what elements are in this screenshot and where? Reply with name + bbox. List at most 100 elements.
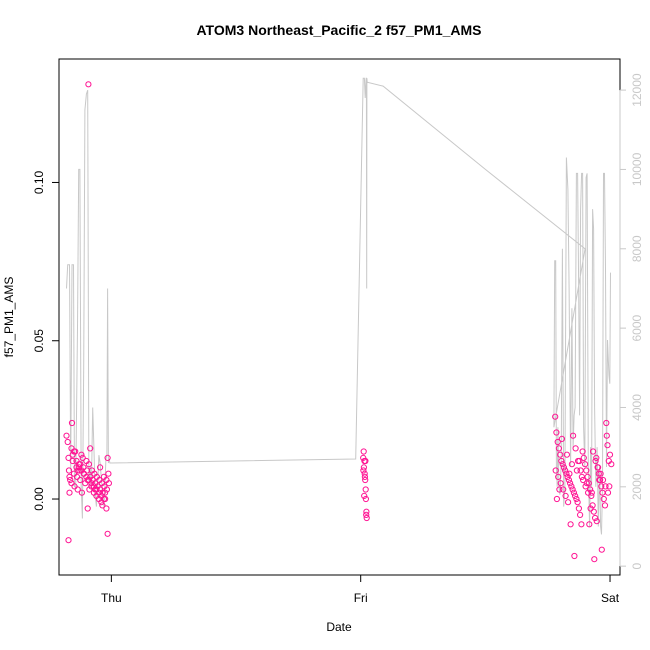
data-point	[567, 521, 574, 528]
data-point	[573, 467, 581, 474]
data-point	[102, 489, 109, 496]
data-point	[598, 546, 605, 553]
data-point	[360, 448, 367, 455]
y-axis: 0.00 0.05 0.10	[32, 170, 60, 511]
data-point	[598, 483, 605, 490]
data-point	[580, 454, 587, 461]
x-axis-label: Date	[326, 620, 352, 634]
y-axis-label: f57_PM1_AMS	[2, 277, 16, 358]
data-point	[68, 480, 75, 487]
plot-frame	[58, 58, 621, 576]
data-point	[562, 492, 569, 499]
data-point	[66, 473, 73, 480]
data-point	[592, 514, 599, 522]
data-point	[105, 480, 113, 487]
data-point	[361, 492, 368, 499]
data-point	[568, 461, 576, 468]
data-point	[65, 454, 72, 461]
data-point	[575, 505, 583, 512]
data-point	[560, 486, 567, 493]
data-point	[590, 508, 597, 515]
data-point	[583, 480, 590, 487]
x-tick-label: Fri	[354, 591, 368, 605]
data-point	[600, 495, 607, 503]
data-point	[583, 467, 590, 474]
data-point	[77, 476, 84, 484]
data-point	[585, 480, 592, 487]
data-point	[92, 486, 99, 493]
data-point	[577, 467, 584, 474]
data-point	[104, 530, 111, 537]
data-point	[592, 457, 599, 465]
data-point	[588, 492, 595, 499]
data-point	[556, 486, 563, 493]
data-point	[573, 495, 580, 503]
data-point	[362, 486, 369, 493]
data-point	[571, 552, 578, 560]
data-point	[604, 489, 612, 496]
data-point	[606, 483, 613, 490]
data-point	[554, 438, 561, 446]
data-point	[601, 502, 609, 509]
data-point	[73, 473, 81, 480]
x-tick-label: Thu	[101, 591, 122, 605]
data-point	[100, 495, 108, 503]
points-series	[63, 81, 615, 563]
secondary-y-tick-label: 4000	[630, 394, 644, 421]
data-point	[582, 483, 589, 490]
data-point	[572, 492, 579, 499]
data-point	[564, 473, 571, 480]
data-point	[363, 508, 370, 515]
data-point	[603, 419, 610, 427]
data-point	[362, 495, 369, 503]
data-point	[587, 486, 594, 493]
data-point	[595, 464, 602, 471]
data-point	[596, 476, 603, 484]
data-point	[70, 448, 78, 455]
data-point	[566, 470, 573, 477]
data-point	[86, 486, 93, 493]
data-point	[589, 502, 596, 509]
data-point	[593, 454, 600, 461]
secondary-line-series	[66, 77, 611, 535]
data-point	[563, 451, 571, 458]
secondary-y-axis: 0 2000 4000 6000 8000 10000 12000	[619, 73, 644, 569]
data-point	[555, 473, 562, 480]
x-tick-label: Sat	[601, 591, 620, 605]
data-point	[85, 81, 92, 88]
y-tick-label: 0.05	[32, 329, 46, 353]
data-point	[97, 464, 104, 471]
data-point	[593, 518, 600, 525]
data-point	[362, 457, 369, 465]
data-point	[570, 489, 578, 496]
data-point	[360, 464, 367, 471]
data-point	[590, 448, 597, 455]
data-point	[80, 464, 87, 471]
data-point	[73, 457, 80, 465]
data-point	[577, 511, 584, 519]
data-point	[579, 448, 586, 455]
secondary-y-tick-label: 10000	[630, 152, 644, 186]
data-point	[103, 486, 111, 493]
data-point	[65, 537, 72, 544]
data-point	[360, 467, 367, 474]
data-point	[99, 489, 106, 496]
data-point	[361, 470, 368, 477]
secondary-y-tick-label: 0	[630, 562, 644, 569]
data-point	[569, 486, 576, 493]
data-point	[68, 419, 76, 427]
y-tick-label: 0.00	[32, 487, 46, 511]
data-point	[87, 445, 94, 452]
data-point	[79, 454, 86, 461]
data-point	[562, 467, 569, 474]
data-point	[553, 495, 561, 503]
secondary-y-tick-label: 6000	[630, 314, 644, 341]
data-point	[602, 483, 609, 490]
data-point	[580, 476, 587, 484]
data-point	[603, 432, 610, 439]
data-point	[78, 451, 85, 458]
x-axis: Thu Fri Sat	[101, 574, 620, 605]
data-point	[78, 489, 86, 496]
data-point	[568, 483, 575, 490]
secondary-series-line	[66, 77, 611, 535]
